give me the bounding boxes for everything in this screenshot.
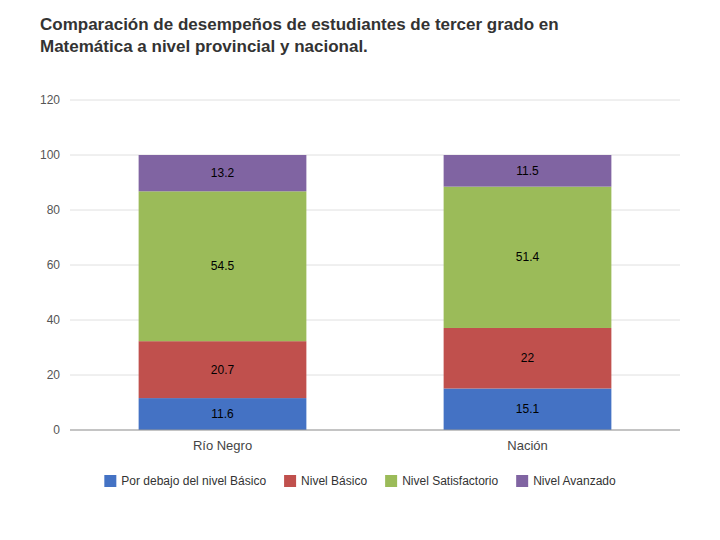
legend-swatch: [516, 475, 528, 487]
legend-swatch: [104, 475, 116, 487]
data-label: 11.6: [211, 407, 234, 421]
data-label: 20.7: [211, 363, 235, 377]
legend-item: Por debajo del nivel Básico: [104, 474, 266, 488]
legend-label: Por debajo del nivel Básico: [121, 474, 266, 488]
data-label: 51.4: [516, 250, 540, 264]
grid-line: [70, 430, 680, 431]
legend-item: Nivel Avanzado: [516, 474, 616, 488]
x-tick-label: Río Negro: [193, 438, 252, 453]
x-tick-label: Nación: [507, 438, 547, 453]
bars: [139, 155, 612, 430]
legend-swatch: [385, 475, 397, 487]
data-label: 15.1: [516, 402, 540, 416]
bar-segment: [139, 398, 307, 430]
data-label: 11.5: [516, 164, 539, 178]
y-tick-label: 80: [47, 203, 61, 217]
data-label: 22: [521, 351, 535, 365]
grid: [70, 100, 680, 430]
bar-segment: [139, 155, 307, 191]
y-tick-label: 20: [47, 368, 61, 382]
y-tick-label: 60: [47, 258, 61, 272]
legend: Por debajo del nivel Básico Nivel Básico N…: [104, 474, 616, 488]
data-labels: 11.6 15.1 20.7 22 54.5 51.4 13.2 11.5: [211, 164, 540, 421]
legend-label: Nivel Satisfactorio: [402, 474, 498, 488]
legend-item: Nivel Básico: [284, 474, 367, 488]
legend-swatch: [284, 475, 296, 487]
y-tick-label: 100: [40, 148, 60, 162]
chart-title: Comparación de desempeños de estudiantes…: [40, 15, 559, 56]
y-tick-label: 120: [40, 93, 60, 107]
bar-segment: [444, 155, 612, 187]
data-label: 54.5: [211, 259, 235, 273]
bar-segment: [444, 187, 612, 328]
legend-label: Nivel Avanzado: [533, 474, 616, 488]
y-tick-label: 0: [53, 423, 60, 437]
bar-segment: [444, 388, 612, 430]
bar-segment: [444, 328, 612, 389]
legend-label: Nivel Básico: [301, 474, 367, 488]
legend-item: Nivel Satisfactorio: [385, 474, 498, 488]
bar-segment: [139, 191, 307, 341]
x-axis-line: [70, 430, 680, 431]
bar-segment: [139, 341, 307, 398]
y-tick-label: 40: [47, 313, 61, 327]
chart-svg: Comparación de desempeños de estudiantes…: [0, 0, 720, 540]
data-label: 13.2: [211, 166, 235, 180]
grid-line: [70, 100, 680, 101]
chart-container: Comparación de desempeños de estudiantes…: [0, 0, 720, 540]
